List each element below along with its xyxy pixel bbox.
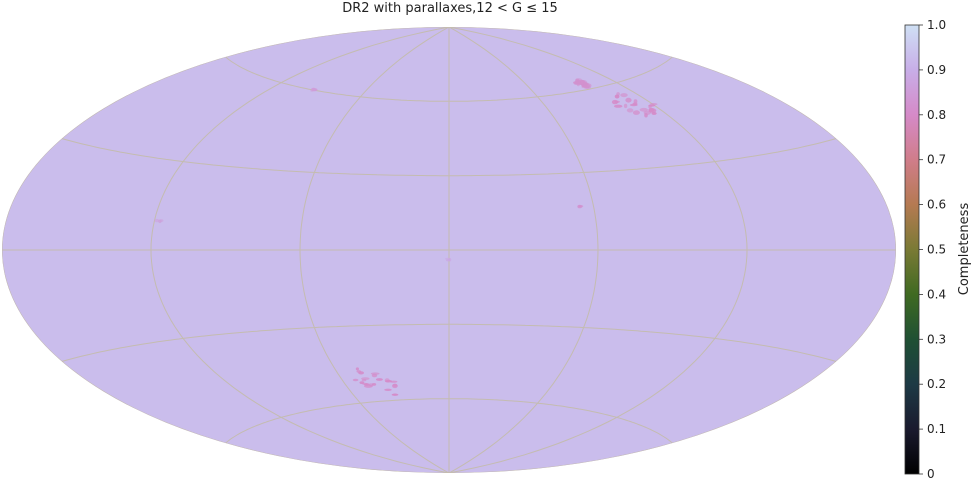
feature-blob bbox=[361, 379, 367, 382]
patch-northeast-small bbox=[573, 78, 592, 90]
colorbar-gradient bbox=[904, 24, 920, 475]
feature-blob bbox=[648, 104, 656, 107]
colorbar-tick-label: 0.6 bbox=[927, 198, 946, 212]
feature-blob bbox=[651, 111, 657, 115]
feature-blob bbox=[623, 103, 628, 109]
patch-northeast bbox=[611, 92, 658, 118]
colorbar-label: Completeness bbox=[957, 203, 972, 296]
speck-east bbox=[577, 204, 584, 209]
feature-blob bbox=[625, 97, 632, 103]
feature-blob bbox=[577, 205, 583, 208]
meridian-line bbox=[448, 27, 599, 473]
colorbar-tick-label: 0.8 bbox=[927, 108, 946, 122]
speck-center bbox=[445, 257, 452, 262]
colorbar-tick-label: 0.7 bbox=[927, 153, 946, 167]
meridian-line bbox=[2, 27, 450, 473]
completeness-features bbox=[154, 78, 658, 396]
colorbar-ticks: 0 0.1 0.2 0.3 0.4 0.5 0.6 0.7 0.8 0.9 1.0 bbox=[919, 18, 946, 481]
feature-blob bbox=[611, 99, 619, 105]
feature-blob bbox=[355, 367, 359, 371]
feature-blob bbox=[626, 108, 634, 113]
colorbar-tick-label: 0.5 bbox=[927, 243, 946, 257]
feature-blob bbox=[614, 104, 623, 108]
feature-blob bbox=[352, 378, 359, 382]
feature-blob bbox=[362, 382, 369, 386]
feature-blob bbox=[368, 383, 374, 387]
feature-blob bbox=[629, 103, 638, 107]
speck-west bbox=[154, 218, 164, 224]
feature-blob bbox=[620, 93, 628, 98]
patch-southwest bbox=[352, 367, 399, 396]
meridian-line bbox=[150, 27, 450, 473]
meridian-line bbox=[299, 27, 450, 473]
feature-blob bbox=[633, 99, 638, 104]
feature-blob bbox=[632, 110, 640, 115]
feature-blob bbox=[154, 218, 160, 223]
feature-blob bbox=[384, 378, 390, 383]
feature-blob bbox=[375, 378, 383, 381]
colorbar-tick-label: 0 bbox=[927, 467, 935, 481]
colorbar-tick-label: 0.3 bbox=[927, 332, 946, 346]
feature-blob bbox=[616, 92, 620, 96]
colorbar-tick-label: 0.1 bbox=[927, 422, 946, 436]
colorbar-tick-label: 0.9 bbox=[927, 63, 946, 77]
feature-blob bbox=[392, 383, 398, 389]
colorbar-tick-label: 0.2 bbox=[927, 377, 946, 391]
meridian-line bbox=[448, 27, 896, 473]
chart-title: DR2 with parallaxes,12 < G ≤ 15 bbox=[342, 1, 558, 16]
feature-blob bbox=[159, 219, 164, 222]
feature-blob bbox=[310, 89, 314, 92]
feature-blob bbox=[384, 388, 392, 391]
feature-blob bbox=[639, 107, 648, 112]
feature-blob bbox=[371, 373, 378, 378]
feature-blob bbox=[583, 83, 592, 89]
colorbar-tick-label: 1.0 bbox=[927, 18, 946, 32]
feature-blob bbox=[580, 79, 584, 85]
feature-blob bbox=[448, 258, 452, 262]
colorbar-tick-label: 0.4 bbox=[927, 287, 946, 301]
speck-northwest bbox=[310, 87, 318, 92]
feature-blob bbox=[648, 108, 657, 113]
feature-blob bbox=[391, 393, 399, 396]
meridian-line bbox=[448, 27, 748, 473]
graticule bbox=[2, 27, 896, 473]
feature-blob bbox=[356, 370, 362, 373]
